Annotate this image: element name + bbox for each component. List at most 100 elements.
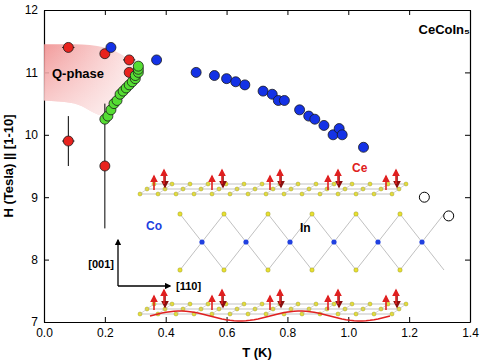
bond [378, 214, 400, 242]
lattice-line [140, 304, 154, 314]
tick-mark [105, 10, 106, 15]
tick [465, 260, 470, 261]
spin-arrow [163, 290, 165, 304]
tick: 10 [25, 128, 49, 142]
bond [246, 214, 268, 242]
tick-label: 1.2 [401, 326, 418, 340]
tick-label: 8 [31, 253, 38, 267]
spin-arrow [337, 170, 339, 184]
lattice-line [356, 184, 370, 194]
spin-arrow [211, 296, 213, 310]
tick: 7 [31, 315, 49, 329]
tick [348, 10, 349, 15]
point [444, 211, 454, 221]
bond [422, 214, 444, 242]
tick: 1.2 [401, 317, 418, 340]
spin-arrow [221, 170, 223, 184]
bond [290, 214, 312, 242]
point [124, 55, 134, 65]
tick-mark [465, 72, 470, 73]
tick-label: 0.2 [97, 326, 114, 340]
bond [224, 242, 246, 270]
spin-arrow [327, 176, 329, 190]
in-atom [354, 212, 358, 216]
tick-mark [44, 260, 49, 261]
in-atom [266, 268, 270, 272]
co-atom [243, 239, 248, 244]
point [419, 192, 429, 202]
tick [105, 10, 106, 15]
point [209, 71, 219, 81]
tick-label: 7 [31, 315, 38, 329]
bond [378, 242, 400, 270]
x-axis-top [45, 10, 471, 15]
bond [422, 242, 444, 270]
tick [465, 135, 470, 136]
spin-arrow [385, 296, 387, 310]
tick-label: 12 [25, 3, 39, 17]
lattice-line [248, 304, 262, 314]
spin-arrow [221, 290, 223, 304]
point [152, 55, 162, 65]
tick: 12 [25, 3, 49, 17]
in-atom [354, 268, 358, 272]
in-atom [398, 212, 402, 216]
q-phase-shade [44, 44, 135, 116]
bond [202, 214, 224, 242]
point [191, 67, 201, 77]
in-atom [178, 268, 182, 272]
in-atom [398, 268, 402, 272]
direction-arrow [117, 240, 118, 286]
bond [334, 214, 356, 242]
spin-arrow [269, 296, 271, 310]
co-atom [375, 239, 380, 244]
bond [356, 242, 378, 270]
crystal-inset [118, 170, 444, 321]
lattice-line [266, 304, 280, 314]
tick-mark [44, 135, 49, 136]
y-axis-title: H (Tesla) || [1-10] [1, 114, 16, 217]
tick-mark [409, 317, 410, 322]
point [240, 80, 250, 90]
tick: 0.8 [280, 317, 297, 340]
axis-line [470, 11, 471, 323]
point [222, 74, 232, 84]
annotation: CeCoIn₅ [419, 22, 471, 37]
tick-label: 9 [31, 191, 38, 205]
modulation-wave [150, 311, 390, 321]
annotation: In [300, 221, 311, 235]
point [133, 61, 143, 71]
tick [465, 10, 470, 11]
tick-mark [287, 10, 288, 15]
tick-mark [287, 317, 288, 322]
marks [44, 42, 454, 228]
spin-arrow [395, 170, 397, 184]
lattice-line [212, 184, 226, 194]
lattice-line [212, 304, 226, 314]
tick-label: 0.0 [36, 326, 53, 340]
lattice-line [338, 184, 352, 194]
tick-mark [166, 10, 167, 15]
point [258, 86, 268, 96]
annotation: Ce [352, 161, 368, 175]
point [295, 105, 305, 115]
tick-mark [105, 317, 106, 322]
tick-label: 0.4 [158, 326, 175, 340]
in-atom [266, 212, 270, 216]
point [319, 120, 329, 130]
lattice-line [230, 304, 244, 314]
bond [202, 242, 224, 270]
bond [268, 242, 290, 270]
bond [290, 242, 312, 270]
annotation: Co [146, 219, 162, 233]
tick: 8 [31, 253, 49, 267]
bond [180, 242, 202, 270]
point [337, 130, 347, 140]
point [279, 95, 289, 105]
axis-line [45, 322, 471, 323]
tick-mark [465, 135, 470, 136]
tick-mark [227, 10, 228, 15]
lattice-line [248, 184, 262, 194]
tick-label: 0.8 [280, 326, 297, 340]
annotation: [001] [88, 258, 114, 270]
